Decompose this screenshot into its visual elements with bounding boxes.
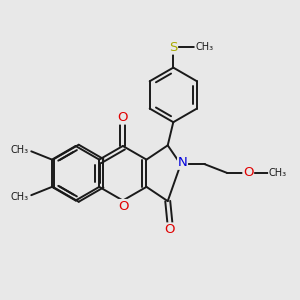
Text: O: O bbox=[243, 167, 254, 179]
Text: CH₃: CH₃ bbox=[11, 192, 28, 202]
Text: CH₃: CH₃ bbox=[11, 145, 28, 155]
Text: O: O bbox=[118, 111, 128, 124]
Text: O: O bbox=[118, 200, 129, 213]
Text: CH₃: CH₃ bbox=[268, 168, 287, 178]
Text: CH₃: CH₃ bbox=[195, 43, 213, 52]
Text: N: N bbox=[178, 156, 188, 169]
Text: O: O bbox=[165, 223, 175, 236]
Text: S: S bbox=[169, 41, 178, 54]
